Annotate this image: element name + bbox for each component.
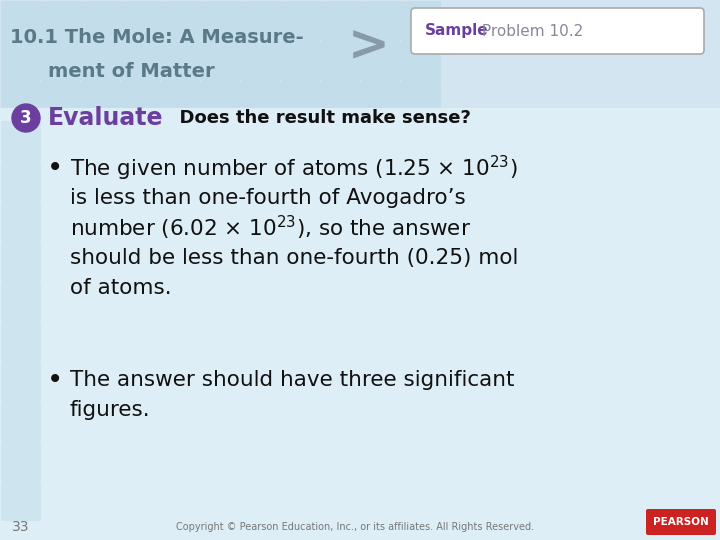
FancyBboxPatch shape: [201, 81, 241, 108]
FancyBboxPatch shape: [161, 1, 201, 41]
FancyBboxPatch shape: [41, 81, 81, 108]
FancyBboxPatch shape: [1, 41, 41, 81]
FancyBboxPatch shape: [361, 81, 401, 108]
FancyBboxPatch shape: [411, 8, 704, 54]
FancyBboxPatch shape: [401, 1, 441, 41]
FancyBboxPatch shape: [41, 1, 81, 41]
FancyBboxPatch shape: [161, 41, 201, 81]
FancyBboxPatch shape: [81, 41, 121, 81]
FancyBboxPatch shape: [1, 361, 41, 401]
Text: The given number of atoms (1.25 × 10$^{23}$): The given number of atoms (1.25 × 10$^{2…: [70, 153, 518, 183]
FancyBboxPatch shape: [41, 41, 81, 81]
FancyBboxPatch shape: [121, 81, 161, 108]
Text: figures.: figures.: [70, 400, 150, 420]
Text: should be less than one-fourth (0.25) mol: should be less than one-fourth (0.25) mo…: [70, 248, 518, 268]
FancyBboxPatch shape: [281, 41, 321, 81]
Bar: [0, 0, 720, 108]
Text: PEARSON: PEARSON: [653, 517, 709, 527]
FancyBboxPatch shape: [1, 401, 41, 441]
FancyBboxPatch shape: [121, 1, 161, 41]
FancyBboxPatch shape: [281, 1, 321, 41]
FancyBboxPatch shape: [1, 121, 41, 161]
Text: The answer should have three significant: The answer should have three significant: [70, 370, 515, 390]
Text: of atoms.: of atoms.: [70, 278, 171, 298]
FancyBboxPatch shape: [1, 321, 41, 361]
FancyBboxPatch shape: [646, 509, 716, 535]
FancyBboxPatch shape: [1, 81, 41, 108]
Text: 33: 33: [12, 520, 30, 534]
FancyBboxPatch shape: [361, 1, 401, 41]
Text: Does the result make sense?: Does the result make sense?: [167, 109, 471, 127]
FancyBboxPatch shape: [401, 81, 441, 108]
Text: number (6.02 × 10$^{23}$), so the answer: number (6.02 × 10$^{23}$), so the answer: [70, 214, 471, 242]
Text: Sample: Sample: [425, 24, 489, 38]
FancyBboxPatch shape: [1, 441, 41, 481]
Text: 10.1 The Mole: A Measure-: 10.1 The Mole: A Measure-: [10, 28, 304, 47]
Text: is less than one-fourth of Avogadro’s: is less than one-fourth of Avogadro’s: [70, 188, 466, 208]
Text: •: •: [47, 366, 63, 394]
FancyBboxPatch shape: [361, 41, 401, 81]
FancyBboxPatch shape: [241, 81, 281, 108]
FancyBboxPatch shape: [201, 41, 241, 81]
FancyBboxPatch shape: [241, 41, 281, 81]
FancyBboxPatch shape: [321, 41, 361, 81]
Text: Problem 10.2: Problem 10.2: [477, 24, 583, 38]
FancyBboxPatch shape: [1, 1, 41, 41]
FancyBboxPatch shape: [81, 81, 121, 108]
FancyBboxPatch shape: [281, 81, 321, 108]
FancyBboxPatch shape: [1, 161, 41, 201]
Text: ment of Matter: ment of Matter: [48, 62, 215, 81]
FancyBboxPatch shape: [401, 41, 441, 81]
FancyBboxPatch shape: [241, 1, 281, 41]
FancyBboxPatch shape: [1, 241, 41, 281]
Text: >: >: [348, 22, 390, 70]
FancyBboxPatch shape: [1, 481, 41, 521]
Circle shape: [12, 104, 40, 132]
FancyBboxPatch shape: [81, 1, 121, 41]
Text: 3: 3: [20, 109, 32, 127]
FancyBboxPatch shape: [1, 201, 41, 241]
FancyBboxPatch shape: [1, 281, 41, 321]
Text: Evaluate: Evaluate: [48, 106, 163, 130]
Text: •: •: [47, 154, 63, 182]
Text: Copyright © Pearson Education, Inc., or its affiliates. All Rights Reserved.: Copyright © Pearson Education, Inc., or …: [176, 522, 534, 532]
FancyBboxPatch shape: [121, 41, 161, 81]
FancyBboxPatch shape: [321, 81, 361, 108]
FancyBboxPatch shape: [321, 1, 361, 41]
FancyBboxPatch shape: [201, 1, 241, 41]
FancyBboxPatch shape: [161, 81, 201, 108]
